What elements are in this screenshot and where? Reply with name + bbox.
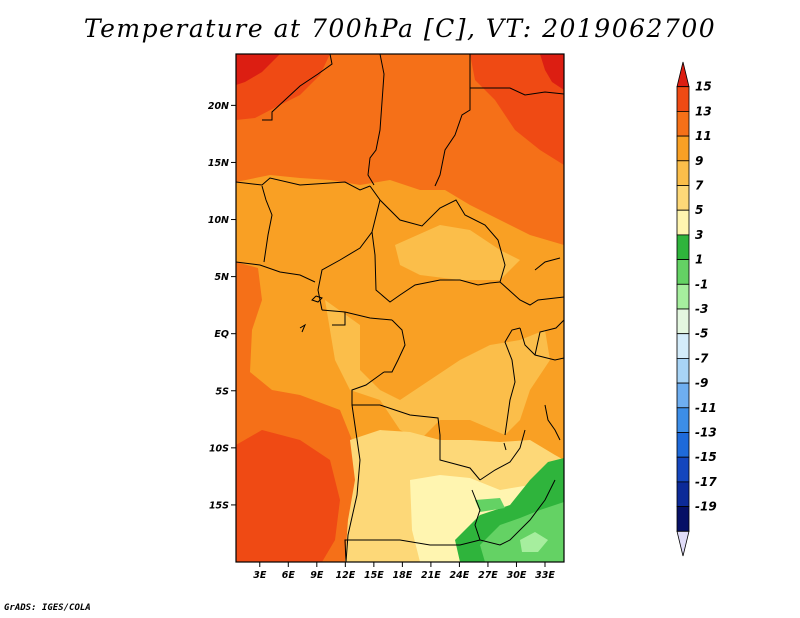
map-title: Temperature at 700hPa [C], VT: 201906270… — [83, 14, 717, 43]
lat-label: 20N — [208, 101, 229, 112]
colorbar-swatch — [676, 135, 690, 162]
colorbar-swatch — [676, 456, 690, 483]
lon-label: 30E — [507, 570, 527, 581]
colorbar-swatch — [676, 185, 690, 211]
band-11-13-north — [236, 54, 564, 245]
colorbar-swatch — [676, 209, 690, 236]
band-7-9-central — [325, 300, 550, 440]
latitude-axis: 20N 15N 10N 5N EQ 5S 10S 15S — [208, 101, 236, 511]
lon-label: 9E — [310, 570, 324, 581]
colorbar-label: 3 — [695, 228, 703, 242]
band-7-9-northcentral — [395, 225, 520, 280]
colorbar-swatch — [676, 308, 690, 335]
colorbar-swatch — [676, 160, 690, 186]
colorbar-label: -9 — [695, 376, 708, 390]
grads-credit: GrADS: IGES/COLA — [4, 603, 91, 613]
lon-label: 27E — [478, 570, 498, 581]
lon-label: 24E — [450, 570, 470, 581]
colorbar-swatch — [676, 86, 690, 112]
lat-label: EQ — [214, 329, 229, 340]
colorbar-swatch — [676, 530, 690, 557]
colorbar-swatch — [676, 506, 690, 532]
colorbar-swatch — [676, 283, 690, 310]
colorbar-label: 15 — [695, 80, 712, 94]
colorbar-label: -17 — [695, 475, 717, 489]
colorbar: 15 13 11 9 7 5 3 1 -1 -3 -5 -7 -9 -11 -13 -15 -17 -19 — [676, 61, 717, 557]
colorbar-label: 5 — [695, 203, 703, 217]
colorbar-label: -7 — [695, 351, 709, 365]
colorbar-swatch — [676, 357, 690, 384]
colorbar-label: -15 — [695, 450, 717, 464]
colorbar-label: -11 — [695, 401, 717, 415]
lon-label: 15E — [364, 570, 384, 581]
band-13-15-northeast — [470, 54, 564, 165]
lat-label: 15S — [209, 500, 229, 511]
band-13-15-southwest — [236, 430, 340, 562]
band-15-plus-northeast — [540, 54, 564, 90]
colorbar-label: -5 — [695, 327, 708, 341]
map-figure: 20N 15N 10N 5N EQ 5S 10S 15S 3E 6E 9E 12E 15E 18E 21E… — [208, 53, 717, 581]
lon-label: 3E — [253, 570, 267, 581]
colorbar-swatch — [676, 111, 690, 137]
lon-label: 33E — [535, 570, 555, 581]
lon-label: 18E — [393, 570, 413, 581]
lon-label: 12E — [335, 570, 355, 581]
colorbar-label: 13 — [695, 104, 712, 118]
colorbar-label: -1 — [695, 277, 708, 291]
lat-label: 15N — [208, 158, 229, 169]
lat-label: 10S — [209, 443, 229, 454]
colorbar-swatch — [676, 234, 690, 260]
lat-label: 10N — [208, 215, 229, 226]
colorbar-swatch — [676, 432, 690, 458]
colorbar-swatch — [676, 481, 690, 507]
colorbar-label: 1 — [695, 253, 703, 267]
colorbar-swatch — [676, 259, 690, 285]
colorbar-label: 9 — [695, 154, 703, 168]
band-minus1-1-southeast — [480, 502, 564, 562]
colorbar-swatch — [676, 61, 690, 88]
colorbar-swatch — [676, 382, 690, 409]
map-frame — [235, 53, 565, 563]
lat-label: 5S — [216, 386, 230, 397]
lat-label: 5N — [214, 272, 229, 283]
band-minus1-1-small — [475, 498, 505, 512]
country-borders — [236, 54, 564, 562]
colorbar-label: -3 — [695, 302, 708, 316]
lon-label: 6E — [282, 570, 296, 581]
colorbar-label: -13 — [695, 426, 717, 440]
colorbar-label: 7 — [695, 179, 704, 193]
band-minus3-minus1-patch — [520, 532, 548, 552]
colorbar-label: 11 — [695, 129, 712, 143]
colorbar-label: -19 — [695, 500, 717, 514]
band-15-plus-corner — [236, 54, 280, 85]
lon-label: 21E — [421, 570, 441, 581]
colorbar-swatch — [676, 333, 690, 359]
longitude-axis: 3E 6E 9E 12E 15E 18E 21E 24E 27E 30E 33E — [253, 562, 555, 581]
colorbar-swatch — [676, 407, 690, 433]
temperature-field — [236, 54, 564, 562]
